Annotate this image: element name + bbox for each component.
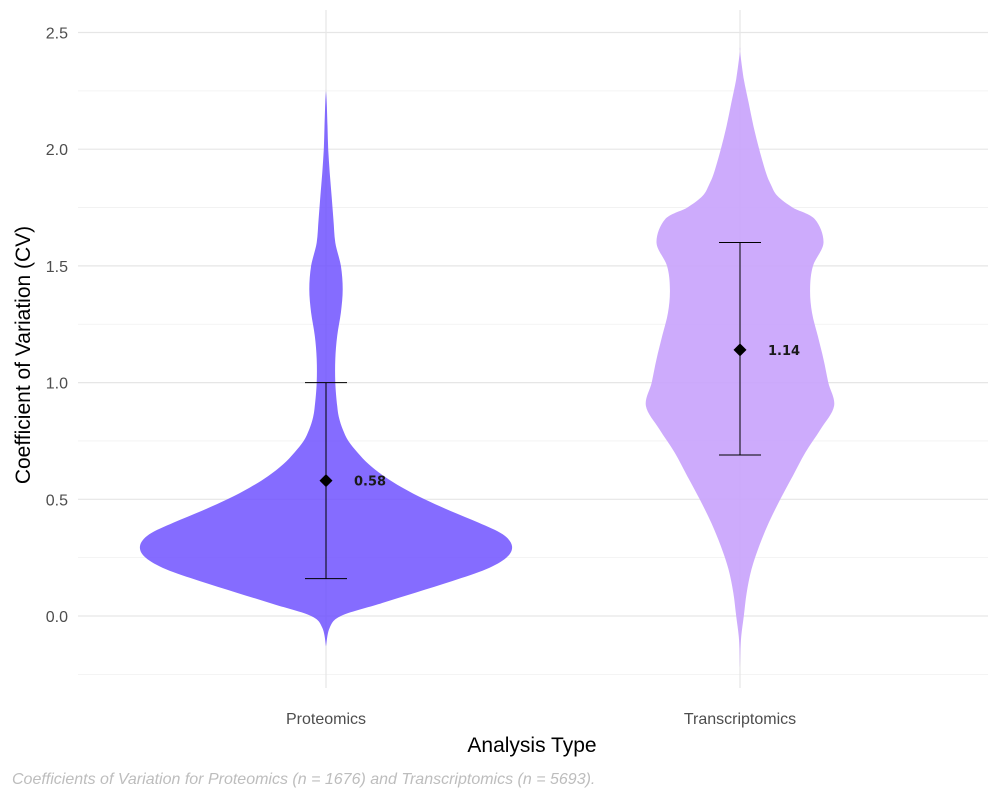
x-tick-label-proteomics: Proteomics bbox=[286, 711, 366, 728]
violin-proteomics bbox=[139, 89, 513, 647]
y-tick-label: 2.5 bbox=[46, 26, 68, 43]
mean-value-label: 1.14 bbox=[768, 344, 800, 359]
y-tick-label: 0.5 bbox=[46, 492, 68, 509]
x-axis-title: Analysis Type bbox=[467, 734, 596, 757]
mean-marker bbox=[319, 474, 333, 488]
y-tick-label: 0.0 bbox=[46, 609, 68, 626]
x-tick-label-transcriptomics: Transcriptomics bbox=[684, 711, 796, 728]
mean-value-label: 0.58 bbox=[354, 475, 386, 490]
y-tick-label: 2.0 bbox=[46, 142, 68, 159]
y-tick-labels: 0.0 0.5 1.0 1.5 2.0 2.5 bbox=[46, 26, 68, 627]
y-tick-label: 1.0 bbox=[46, 376, 68, 393]
mean-markers: 0.58 1.14 bbox=[319, 343, 800, 490]
y-tick-label: 1.5 bbox=[46, 259, 68, 276]
x-tick-labels: Proteomics Transcriptomics bbox=[286, 711, 796, 728]
grid-lines bbox=[78, 10, 988, 688]
y-axis-title: Coefficient of Variation (CV) bbox=[12, 226, 35, 484]
violins bbox=[139, 47, 835, 668]
chart-caption: Coefficients of Variation for Proteomics… bbox=[12, 771, 595, 788]
mean-marker bbox=[733, 343, 747, 357]
